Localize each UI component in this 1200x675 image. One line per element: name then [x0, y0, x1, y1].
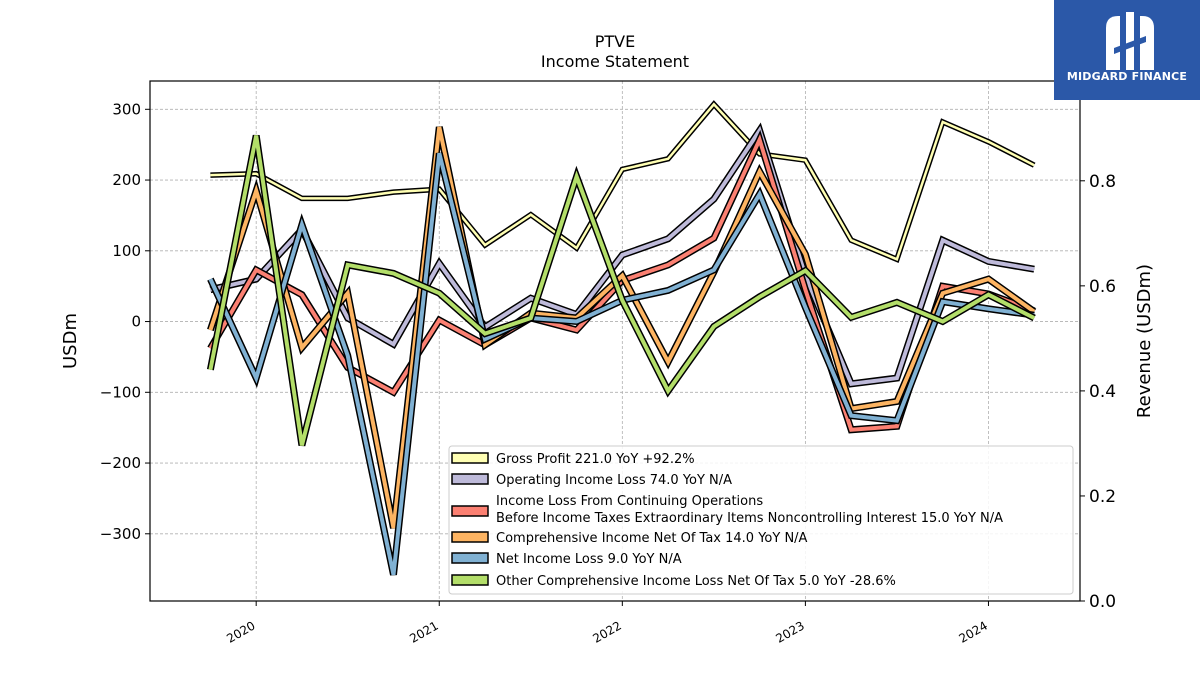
legend-swatch [451, 574, 489, 586]
x-tick-label: 2021 [407, 618, 440, 645]
legend-label: Before Income Taxes Extraordinary Items … [496, 511, 1003, 526]
legend-label: Comprehensive Income Net Of Tax 14.0 YoY… [496, 531, 808, 546]
midgard-logo-icon [1106, 12, 1154, 70]
legend-swatch [451, 505, 489, 517]
logo-text: MIDGARD FINANCE [1066, 70, 1188, 83]
legend-box [448, 445, 1074, 595]
x-axis: 2020 2021 2022 2023 2024 [224, 601, 990, 646]
left-tick-label: −300 [100, 525, 141, 543]
chart-subtitle: Income Statement [541, 52, 689, 71]
legend-entry: Gross Profit 221.0 YoY +92.2% [451, 452, 695, 467]
left-tick-label: −200 [100, 454, 141, 472]
legend-label: Other Comprehensive Income Loss Net Of T… [496, 574, 896, 589]
right-axis-label: Revenue (USDm) [1134, 264, 1155, 418]
left-axis: 300 200 100 0 −100 −200 −300 [100, 100, 150, 543]
chart-title: PTVE [595, 32, 635, 51]
series-stroke [209, 125, 1035, 386]
legend-label: Operating Income Loss 74.0 YoY N/A [496, 473, 732, 488]
right-axis: 0.8 0.6 0.4 0.2 0.0 [1080, 172, 1116, 612]
legend-label: Gross Profit 221.0 YoY +92.2% [496, 452, 695, 467]
plot-frame [149, 80, 1081, 602]
legend-swatch [451, 473, 489, 485]
right-tick-label: 0.4 [1089, 382, 1116, 402]
series-layer [206, 100, 1037, 576]
legend-entry: Net Income Loss 9.0 YoY N/A [451, 552, 682, 567]
legend-entry: Comprehensive Income Net Of Tax 14.0 YoY… [451, 531, 808, 546]
series-line [207, 126, 1037, 529]
midgard-finance-logo: MIDGARD FINANCE [1054, 0, 1200, 100]
left-tick-label: −100 [100, 383, 141, 401]
legend: Gross Profit 221.0 YoY +92.2% Operating I… [448, 445, 1074, 595]
legend-label: Net Income Loss 9.0 YoY N/A [496, 552, 682, 567]
left-tick-label: 200 [112, 171, 141, 189]
legend-label: Income Loss From Continuing Operations [496, 494, 763, 509]
legend-entry: Income Loss From Continuing Operations Be… [451, 494, 1003, 526]
right-tick-label: 0.6 [1089, 277, 1116, 297]
x-tick-label: 2023 [773, 618, 806, 645]
series-stroke [210, 102, 1035, 261]
right-tick-label: 0.0 [1089, 592, 1116, 612]
x-tick-label: 2022 [590, 618, 623, 645]
left-tick-label: 300 [112, 100, 141, 118]
series-stroke [208, 126, 1036, 529]
x-tick-label: 2024 [957, 618, 990, 645]
legend-swatch [451, 531, 489, 543]
legend-swatch [451, 452, 489, 464]
series-stroke [208, 135, 1036, 446]
left-tick-label: 0 [131, 313, 141, 331]
legend-entry: Operating Income Loss 74.0 YoY N/A [451, 473, 732, 488]
legend-entry: Other Comprehensive Income Loss Net Of T… [451, 574, 896, 589]
legend-swatch [451, 552, 489, 564]
right-tick-label: 0.8 [1089, 172, 1116, 192]
left-axis-label: USDm [60, 313, 81, 369]
left-tick-label: 100 [112, 242, 141, 260]
series-line [210, 100, 1036, 263]
right-tick-label: 0.2 [1089, 487, 1116, 507]
series-line [209, 122, 1035, 388]
x-tick-label: 2020 [224, 618, 257, 645]
series-line [206, 134, 1036, 447]
